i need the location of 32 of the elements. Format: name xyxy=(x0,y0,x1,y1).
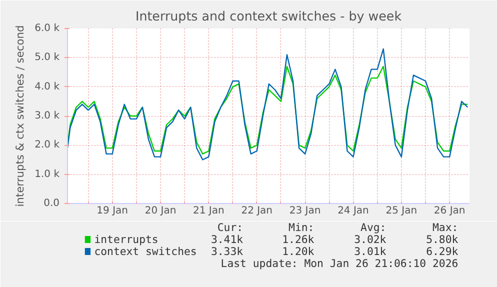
text: Max: xyxy=(432,221,458,234)
x-tick-label: 24 Jan xyxy=(338,206,369,216)
y-axis-title: interrupts & ctx switches / second xyxy=(14,25,27,207)
x-tick-label: 19 Jan xyxy=(96,206,128,216)
y-tick-label: 3.0 k xyxy=(34,110,60,122)
x-tick-label: 21 Jan xyxy=(193,206,224,216)
text: 6.29k xyxy=(426,245,459,258)
text: 3.41k xyxy=(210,233,244,246)
chart-title: Interrupts and context switches - by week xyxy=(135,8,402,24)
text: 3.33k xyxy=(210,245,244,258)
x-tick-label: 25 Jan xyxy=(386,206,418,216)
x-tick-label: 22 Jan xyxy=(241,206,273,216)
y-tick-label: 6.0 k xyxy=(34,23,60,34)
y-tick-label: 4.0 k xyxy=(34,81,60,92)
text: 3.01k xyxy=(354,245,387,258)
text: 1.26k xyxy=(282,233,315,246)
text: Min: xyxy=(288,221,314,234)
legend-label: context switches xyxy=(94,245,197,258)
x-tick-label: 20 Jan xyxy=(144,206,176,216)
y-tick-label: 1.0 k xyxy=(34,168,60,180)
text: Last update: Mon Jan 26 21:06:10 2026 xyxy=(220,257,458,270)
x-tick-label: 26 Jan xyxy=(434,206,466,216)
text: 1.20k xyxy=(282,245,315,258)
y-tick-label: 5.0 k xyxy=(34,52,60,64)
text: Avg: xyxy=(360,221,386,234)
text: 5.80k xyxy=(426,233,459,246)
text: 3.02k xyxy=(354,233,387,246)
x-tick-label: 23 Jan xyxy=(289,206,321,216)
y-tick-label: 0.0 xyxy=(44,198,60,209)
text: Cur: xyxy=(217,221,244,234)
legend-label: interrupts xyxy=(94,233,158,246)
y-tick-label: 2.0 k xyxy=(34,140,60,151)
